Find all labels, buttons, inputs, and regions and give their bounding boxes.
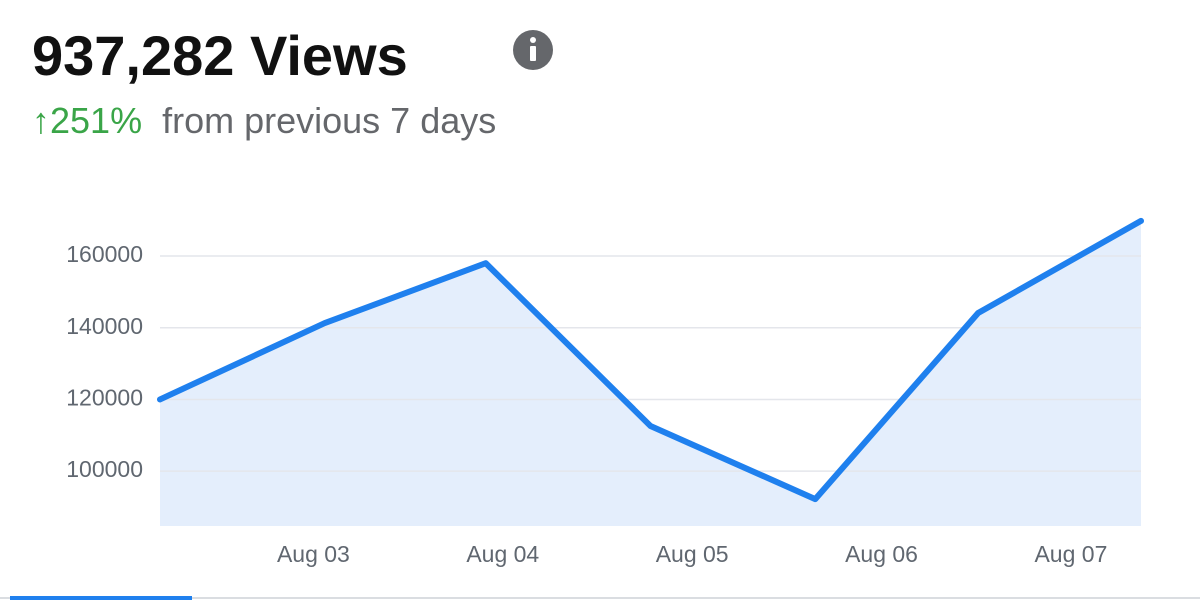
x-tick-label: Aug 03 [277,541,350,567]
x-tick-label: Aug 07 [1034,541,1107,567]
info-icon[interactable] [513,30,553,70]
y-tick-label: 120000 [66,385,143,411]
change-percent: ↑251% [32,100,142,141]
change-line: ↑251% from previous 7 days [32,100,496,141]
y-tick-label: 140000 [66,313,143,339]
x-tick-label: Aug 05 [656,541,729,567]
area [160,220,1141,526]
plot: 100000 120000 140000 160000 Aug 03 Aug 04 Aug … [66,217,1144,567]
line [157,217,1144,503]
x-tick-label: Aug 04 [466,541,539,567]
y-tick-label: 100000 [66,456,143,482]
y-tick-label: 160000 [66,241,143,267]
views-title: 937,282 Views [32,24,408,87]
change-text: from previous 7 days [162,100,496,141]
x-tick-label: Aug 06 [845,541,918,567]
